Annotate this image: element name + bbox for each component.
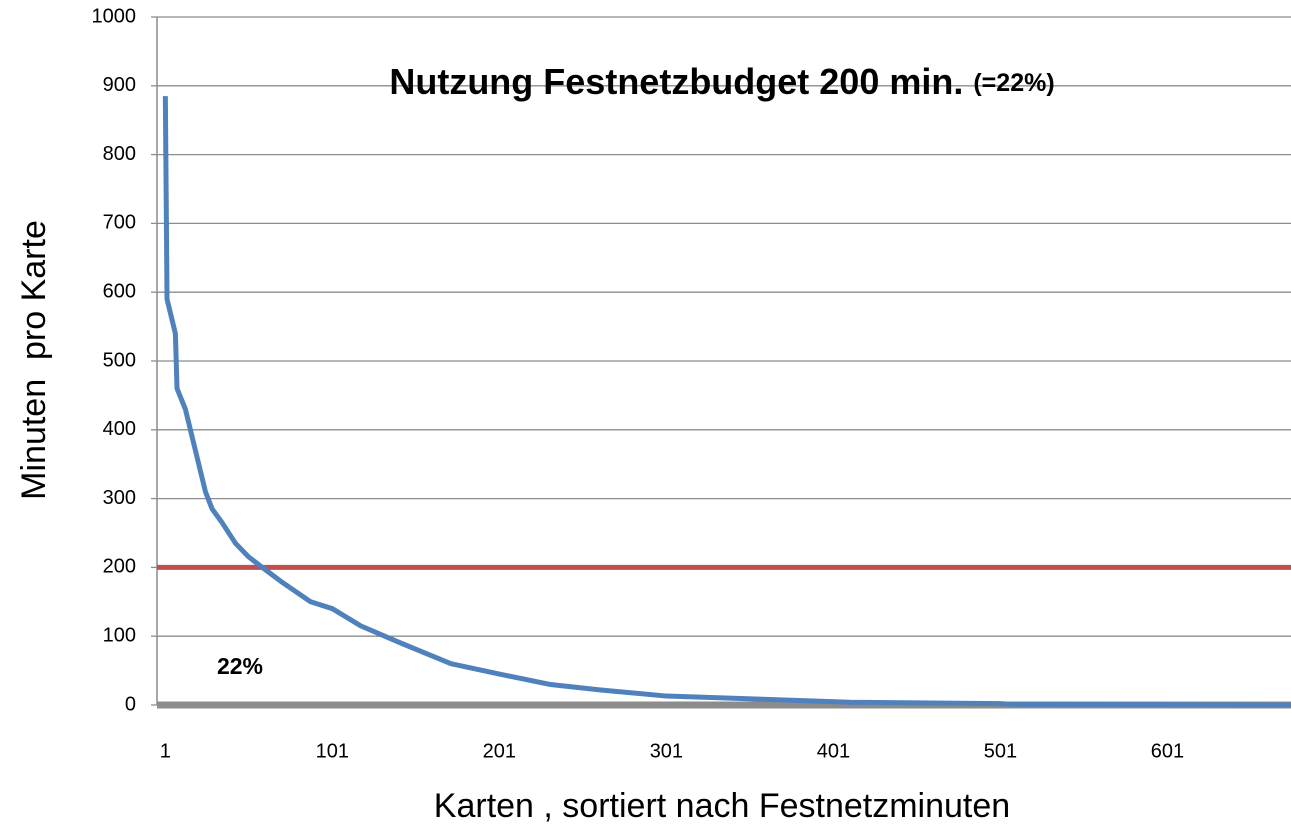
y-tick-label: 900 (103, 74, 136, 96)
annotation: 22% (217, 653, 263, 679)
y-tick-label: 100 (103, 624, 136, 646)
x-tick-label: 601 (1151, 740, 1184, 762)
x-tick-label: 401 (817, 740, 850, 762)
x-tick-label: 101 (316, 740, 349, 762)
x-axis-label: Karten , sortiert nach Festnetzminuten (434, 787, 1010, 825)
y-tick-label: 0 (125, 693, 136, 715)
x-tick-label: 501 (984, 740, 1017, 762)
y-tick-label: 500 (103, 349, 136, 371)
grid (157, 16, 1291, 706)
chart-title: Nutzung Festnetzbudget 200 min. (=22%) (389, 61, 1054, 102)
title-main: Nutzung Festnetzbudget 200 min. (389, 61, 963, 102)
x-tick-label: 1 (160, 740, 171, 762)
title-suffix: (=22%) (973, 69, 1054, 97)
y-tick-label: 1000 (92, 5, 137, 27)
y-tick-label: 400 (103, 418, 136, 440)
y-tick-label: 300 (103, 487, 136, 509)
x-tick-label: 301 (650, 740, 683, 762)
y-axis-label: Minuten pro Karte (15, 220, 53, 500)
x-tick-label: 201 (483, 740, 516, 762)
y-tick-label: 600 (103, 280, 136, 302)
y-tick-label: 800 (103, 143, 136, 165)
y-tick-label: 200 (103, 556, 136, 578)
y-tick-label: 700 (103, 212, 136, 234)
data-line (162, 96, 1291, 708)
